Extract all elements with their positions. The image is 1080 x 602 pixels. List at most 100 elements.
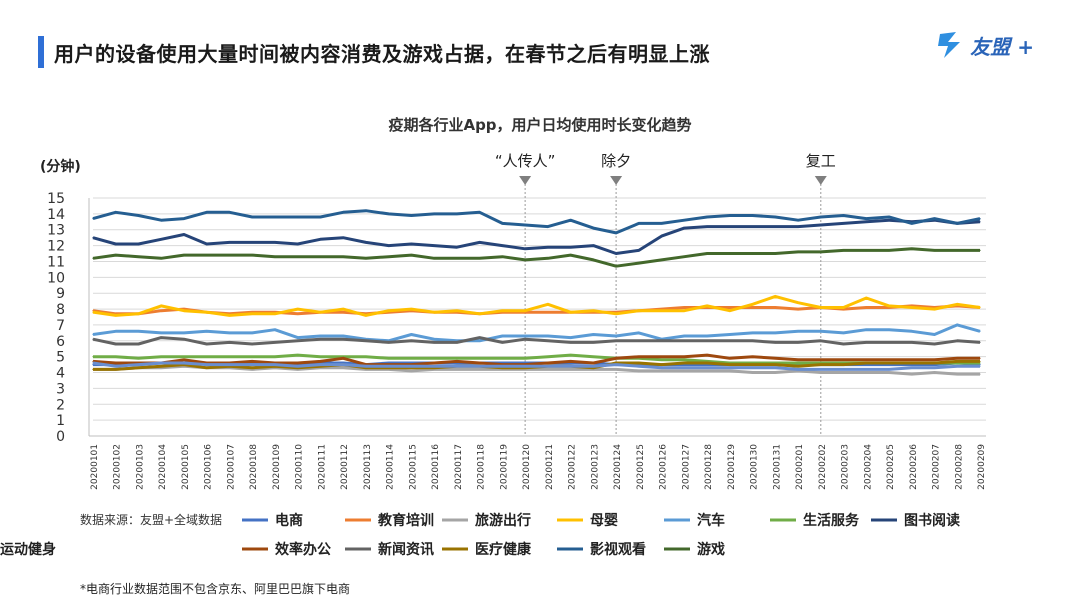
data-point [274, 329, 276, 331]
data-point [979, 360, 981, 363]
data-point [183, 310, 185, 312]
data-point [615, 335, 617, 337]
data-point [933, 359, 936, 361]
data-point [433, 257, 435, 259]
data-point [865, 297, 867, 299]
series-line [92, 218, 981, 255]
data-point [410, 365, 413, 367]
data-point [865, 306, 867, 309]
x-tick-label: 20200114 [386, 444, 396, 490]
x-tick-label: 20200121 [545, 444, 555, 490]
data-point [933, 249, 936, 251]
data-point [729, 340, 731, 342]
data-point [888, 249, 890, 251]
x-tick-label: 20200113 [363, 444, 373, 490]
data-point [479, 241, 481, 244]
data-point [570, 360, 572, 363]
data-point [319, 364, 322, 366]
data-point [228, 254, 231, 256]
data-point [206, 254, 208, 256]
data-point [137, 256, 140, 258]
data-point [683, 370, 685, 372]
data-point [206, 364, 208, 366]
data-point [729, 333, 731, 336]
data-point [342, 357, 344, 359]
data-point [911, 367, 913, 369]
data-point [206, 330, 208, 332]
data-point [820, 251, 822, 253]
data-point [456, 213, 458, 215]
data-point [615, 357, 617, 359]
data-point [410, 340, 413, 342]
data-point [297, 337, 299, 339]
data-point [706, 367, 708, 369]
data-point [479, 257, 481, 259]
data-point [524, 259, 526, 261]
x-tick-label: 20200103 [135, 444, 145, 490]
data-point [933, 362, 936, 364]
annotation-marker [814, 176, 827, 185]
data-point [865, 362, 867, 364]
data-point [933, 333, 936, 336]
x-tick-label: 20200109 [272, 444, 282, 490]
data-point [592, 365, 594, 367]
data-point [547, 362, 549, 364]
data-point [797, 341, 799, 343]
data-point [774, 357, 776, 359]
data-point [979, 249, 981, 251]
data-point [251, 241, 253, 244]
data-point [137, 330, 140, 332]
data-point [979, 365, 981, 367]
data-point [342, 364, 344, 366]
data-point [365, 365, 367, 367]
annotation-marker [519, 176, 532, 185]
legend-label: 医疗健康 [475, 541, 532, 558]
series-line [92, 336, 981, 346]
legend-label: 图书阅读 [904, 512, 960, 529]
data-point [706, 225, 708, 228]
data-point [92, 338, 94, 340]
data-point [137, 357, 140, 359]
x-tick-label: 20200205 [886, 444, 896, 490]
data-point [160, 305, 162, 307]
data-point [797, 225, 799, 228]
data-point [683, 356, 685, 358]
x-tick-label: 20200106 [204, 444, 214, 490]
data-point [729, 370, 731, 372]
data-point [160, 238, 162, 240]
data-point [183, 332, 185, 334]
data-point [797, 362, 799, 364]
data-point [751, 225, 754, 228]
data-point [933, 367, 936, 369]
data-point [615, 368, 617, 370]
data-point [911, 373, 913, 375]
data-point [297, 243, 299, 245]
x-tick-label: 20200111 [317, 444, 327, 490]
data-point [206, 211, 208, 213]
data-point [842, 359, 845, 361]
x-tick-label: 20200108 [249, 444, 259, 490]
y-tick-label: 10 [47, 270, 65, 286]
data-point [865, 368, 867, 370]
data-point [137, 343, 140, 345]
data-point [251, 216, 253, 218]
data-point [820, 340, 822, 342]
data-point [660, 235, 663, 237]
series-line [92, 209, 981, 235]
data-point [524, 357, 526, 359]
data-point [160, 257, 162, 259]
data-point [479, 365, 481, 367]
data-point [410, 370, 413, 372]
data-point [706, 305, 708, 307]
data-point [592, 227, 594, 229]
data-point [592, 356, 594, 358]
data-point [547, 356, 549, 358]
x-tick-label: 20200104 [158, 444, 168, 490]
legend-label: 电商 [275, 512, 303, 529]
data-point [865, 221, 867, 223]
data-point [479, 211, 481, 213]
data-point [501, 222, 503, 224]
y-tick-label: 1 [56, 413, 65, 429]
data-point [570, 341, 572, 343]
data-point [956, 303, 958, 305]
